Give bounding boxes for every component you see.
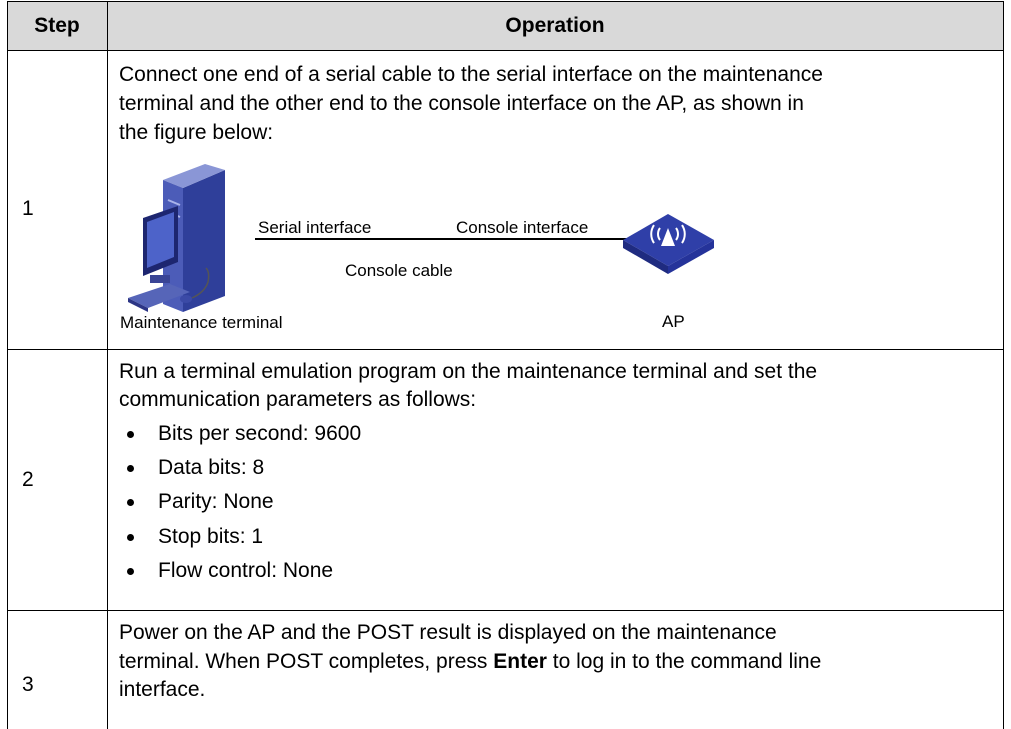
text-line: terminal. When POST completes, press Ent… (119, 648, 821, 676)
step-number: 2 (22, 468, 34, 491)
bullet-item: Data bits: 8 (158, 456, 265, 479)
text-line: Connect one end of a serial cable to the… (119, 63, 823, 86)
border (7, 349, 1004, 350)
bullet (127, 499, 134, 506)
figure-label: AP (662, 312, 685, 331)
border (7, 1, 1004, 2)
border (1003, 1, 1004, 729)
bullet-item: Stop bits: 1 (158, 525, 264, 548)
step-number: 3 (22, 673, 34, 696)
header-cell: Step (34, 14, 80, 37)
bullet-item: Bits per second: 9600 (158, 422, 362, 445)
header-cell: Operation (505, 14, 605, 37)
text-line: the figure below: (119, 121, 274, 144)
step-number: 1 (22, 197, 34, 220)
figure-label: Serial interface (258, 218, 372, 237)
text-line: communication parameters as follows: (119, 388, 477, 411)
border (7, 610, 1004, 611)
border (107, 1, 108, 729)
figure-label: Maintenance terminal (120, 313, 283, 332)
text-line: Run a terminal emulation program on the … (119, 360, 818, 383)
bullet-item: Parity: None (158, 490, 274, 513)
text: terminal. When POST completes, press (119, 650, 494, 673)
bullet (127, 431, 134, 438)
key-name: Enter (493, 650, 547, 673)
figure-label: Console interface (456, 218, 589, 237)
text-line: interface. (119, 678, 206, 701)
bullet-item: Flow control: None (158, 559, 334, 582)
bullet (127, 534, 134, 541)
header-row (7, 1, 1003, 50)
bullet (127, 568, 134, 575)
figure-label: Console cable (345, 261, 453, 280)
text-line: terminal and the other end to the consol… (119, 92, 804, 115)
bullet (127, 465, 134, 472)
text: to log in to the command line (546, 650, 822, 673)
border (7, 1, 8, 729)
text-line: Power on the AP and the POST result is d… (119, 621, 777, 644)
border (7, 50, 1004, 51)
